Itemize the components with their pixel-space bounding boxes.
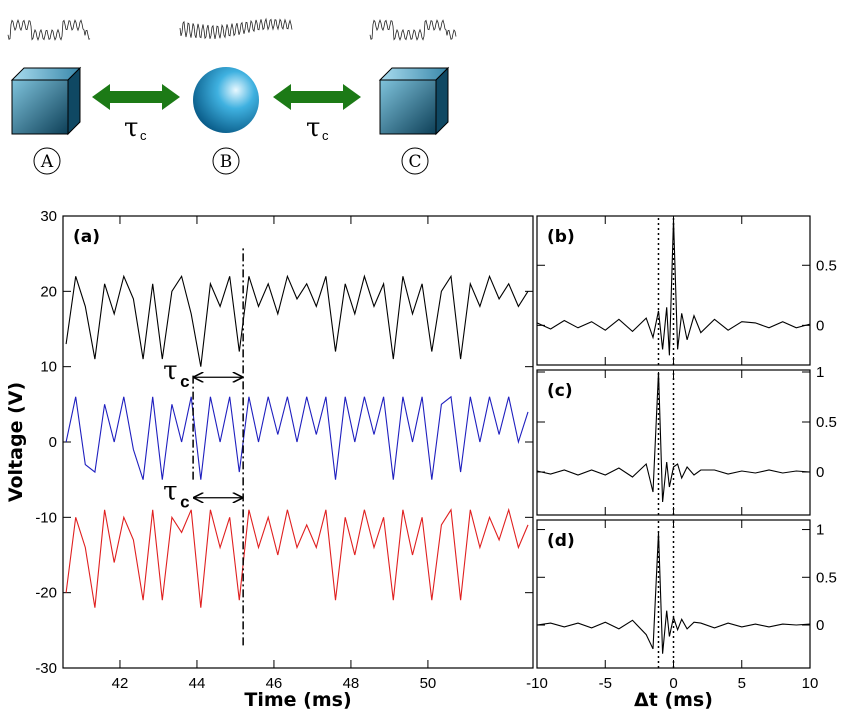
plot-frame [62, 215, 534, 669]
y-tick-label: 0.5 [816, 569, 837, 586]
series-line [536, 532, 811, 654]
link-sub: c [140, 128, 147, 143]
x-tick-label: -10 [526, 675, 548, 692]
annotation-sub: c [180, 493, 189, 512]
y-tick-label: -10 [35, 509, 57, 526]
diagram: τ c τ c A B C [10, 66, 450, 175]
y-tick-label: 1 [816, 364, 824, 381]
sphere [193, 67, 259, 133]
node-circle [33, 147, 61, 175]
y-tick-label: 0.5 [816, 257, 837, 274]
panel-label: (d) [547, 531, 575, 551]
x-tick-label: 46 [266, 675, 283, 692]
y-tick-label: 0 [816, 317, 824, 334]
link-label: τ [306, 113, 320, 143]
y-tick-label: 0 [816, 464, 824, 481]
x-tick-label: 44 [189, 675, 206, 692]
x-tick-label: 50 [420, 675, 437, 692]
node-circle [401, 147, 429, 175]
panel-label: (b) [547, 227, 575, 247]
coupling-arrow [92, 84, 180, 110]
cube [10, 66, 82, 136]
panel: -10 -5 0 5 10 0 0.5 1 (d) Δt (ms) [526, 519, 837, 711]
y-tick-label: 30 [40, 208, 57, 225]
x-axis-label: Time (ms) [244, 689, 351, 711]
annotation-sub: c [180, 372, 189, 391]
panel: 0 0.5 1 (c) [536, 364, 837, 516]
y-tick-label: 0 [816, 617, 824, 634]
y-tick-label: 10 [40, 359, 57, 376]
annotation: τ [163, 356, 177, 386]
y-tick-label: -20 [35, 585, 57, 602]
series-line [536, 371, 811, 503]
y-tick-label: -30 [35, 660, 57, 677]
y-tick-label: 20 [40, 283, 57, 300]
x-axis-label: Δt (ms) [634, 689, 713, 711]
panel-label: (c) [547, 381, 573, 401]
panel-label: (a) [73, 227, 100, 247]
node-label: A [40, 152, 54, 172]
annotation: τ [163, 477, 177, 507]
waveform-icon [179, 17, 293, 40]
cube [378, 66, 450, 136]
coupling-arrow [273, 84, 361, 110]
node-label: B [220, 152, 233, 172]
y-tick-label: 1 [816, 522, 824, 539]
y-tick-label: 0.5 [816, 414, 837, 431]
x-tick-label: 5 [738, 675, 746, 692]
x-tick-label: 0 [669, 675, 677, 692]
x-tick-label: 42 [112, 675, 129, 692]
waveform-icon [7, 19, 91, 41]
series-line [536, 219, 811, 356]
link-sub: c [322, 128, 329, 143]
y-tick-label: 0 [49, 434, 57, 451]
x-tick-label: -5 [599, 675, 612, 692]
series-line [65, 274, 529, 367]
y-axis-label: Voltage (V) [5, 382, 27, 502]
series-line [65, 395, 529, 480]
node-circle [212, 147, 240, 175]
x-tick-label: 48 [343, 675, 360, 692]
panel: 0 0.5 (b) [536, 215, 837, 366]
node-label: C [408, 152, 421, 172]
series-line [65, 507, 529, 608]
waveform-icon [369, 19, 457, 41]
link-label: τ [124, 113, 138, 143]
x-tick-label: 10 [802, 675, 819, 692]
